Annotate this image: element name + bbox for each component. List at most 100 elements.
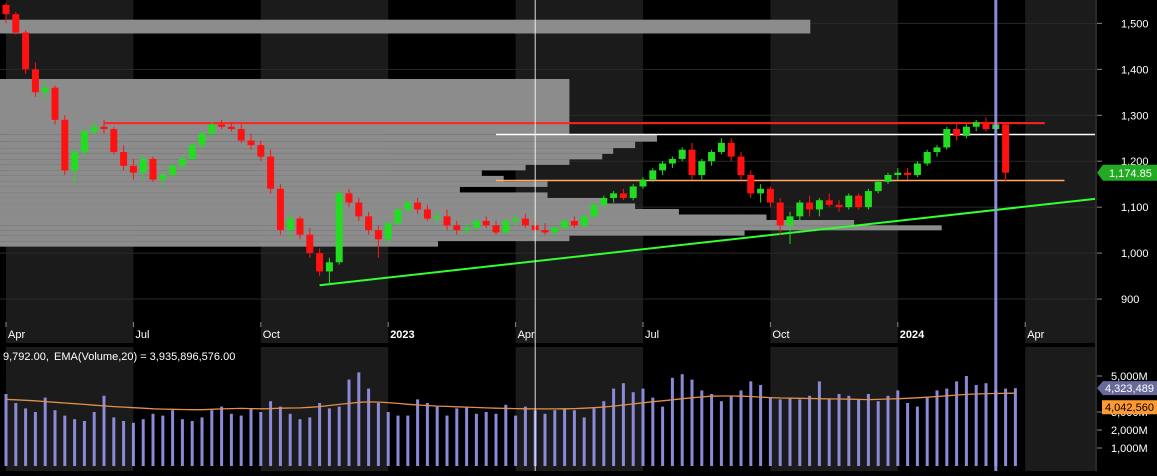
volume-bar [180,419,184,466]
volume-profile-bar [0,241,438,247]
volume-bar [484,412,488,466]
volume-profile-bar [0,78,570,135]
volume-bar [896,390,900,466]
candle [835,200,843,212]
candle-body [227,126,235,130]
time-axis-label: Apr [518,329,535,341]
candle-body [423,209,431,219]
volume-bar [808,395,812,466]
price-tick-label: 1,300 [1121,110,1149,122]
candle [198,131,206,150]
volume-bar [886,395,890,466]
candle [953,122,961,141]
candle-body [208,124,216,134]
candle [384,220,392,244]
candle [296,216,304,240]
volume-bar [876,401,880,466]
time-axis-label: Jul [135,329,149,341]
candle [580,214,588,228]
candle [521,214,529,228]
time-axis-label: 2024 [900,329,925,341]
candle [41,80,49,100]
volume-bar [298,419,302,466]
candle-body [698,161,706,175]
volume-bar [915,406,919,466]
candle [61,115,69,175]
candle-body [325,262,333,272]
candle-body [502,220,510,233]
price-tick-label: 1,500 [1121,18,1149,30]
volume-bar [131,422,135,466]
candle [149,156,157,182]
candle [71,149,79,185]
candle-body [590,204,598,217]
candle [629,184,637,201]
volume-bar [641,388,645,466]
volume-profile-bar [0,153,603,160]
volume-profile-bar [0,220,855,226]
volume-bar [661,406,665,466]
candle-body [855,195,863,208]
candle-body [90,126,98,132]
volume-bar [73,419,77,466]
candle-body [492,225,500,233]
candle-body [796,202,804,217]
volume-bar [680,374,684,466]
volume-bar [92,412,96,466]
candle [453,220,461,235]
volume-current-tag [1097,381,1157,396]
volume-bar [102,395,106,466]
volume-bar [229,413,233,466]
candle-body [943,129,951,148]
candle [737,152,745,180]
volume-bar [190,421,194,466]
candle [815,197,823,217]
volume-bar [318,403,322,466]
candle [325,257,333,286]
candle-body [463,227,471,231]
candle [659,161,667,175]
volume-ema-tag [1102,400,1157,415]
candle-body [80,131,88,153]
candle-body [933,147,941,153]
candle [120,145,128,171]
volume-bar [151,413,155,466]
candle [443,209,451,231]
candle [2,2,10,24]
volume-bar [553,410,557,466]
candle [570,216,578,228]
candle-body [845,195,853,208]
time-axis-label: Oct [263,329,280,341]
volume-bar [376,403,380,466]
volume-tick-label: 1,000M [1111,443,1148,455]
candle [698,158,706,180]
volume-bar [866,394,870,466]
candle [894,168,902,180]
candle-body [972,122,980,127]
volume-bar [445,415,449,466]
volume-bar [249,408,253,466]
volume-bar [416,399,420,466]
volume-bar [602,401,606,466]
volume-bar [82,421,86,466]
candle [286,214,294,240]
volume-bar [1013,388,1017,466]
candle-body [688,149,696,175]
volume-profile-bar [0,19,811,34]
candle-body [904,172,912,175]
candle [825,193,833,208]
volume-bar [1004,388,1008,466]
candle-body [659,163,667,171]
candle [100,119,108,134]
candle-body [453,225,461,231]
volume-bar [53,410,57,466]
cursor-line[interactable] [994,0,998,471]
time-axis-label: 2023 [390,329,414,341]
volume-bar [24,408,28,466]
candle-body [717,142,725,153]
volume-bar [700,390,704,466]
volume-bar [778,399,782,466]
candle [169,163,177,178]
